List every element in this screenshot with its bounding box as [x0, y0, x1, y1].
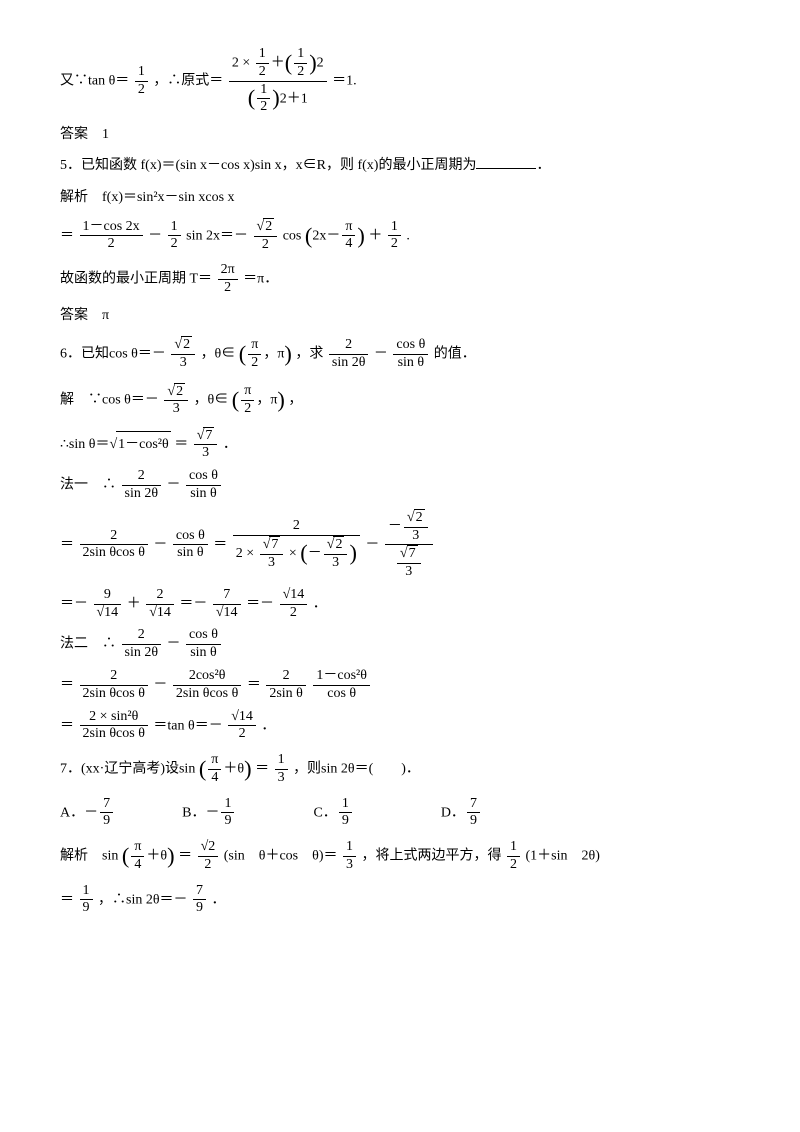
text: ，∴原式＝: [153, 73, 223, 88]
text: 5．已知函数 f(x)＝(sin x－cos x)sin x，x∈R，则 f(x…: [60, 158, 476, 173]
expr-line: ＝ 22sin θcos θ － cos θsin θ ＝ 2 2 × √73 …: [60, 509, 740, 581]
blank-field: [476, 154, 536, 169]
method-2: 法二 ∴ 2sin 2θ － cos θsin θ: [60, 627, 740, 662]
solution-line: 解 ∵cos θ＝－ √23 ，θ∈ π2，π ，: [60, 380, 740, 420]
expr-line: 又∵tan θ＝ 12 ，∴原式＝ 2 × 12＋122 122＋1 ＝1.: [60, 46, 740, 116]
big-frac: 2 × 12＋122 122＋1: [229, 46, 327, 116]
problem-6: 6．已知cos θ＝－ √23 ，θ∈ π2，π ，求 2sin 2θ － co…: [60, 334, 740, 374]
choices: A．－79 B．－19 C．19 D．79: [60, 796, 740, 831]
solution-line: 解析 f(x)＝sin²x－sin xcos x: [60, 185, 740, 210]
solution-line: 解析 sin π4＋θ ＝ √22 (sin θ＋cos θ)＝ 13 ，将上式…: [60, 836, 740, 876]
answer-line: 答案 π: [60, 303, 740, 328]
answer-line: 答案 1: [60, 122, 740, 147]
expr-line: ＝ 2 × sin²θ2sin θcos θ ＝tan θ＝－ √142 ．: [60, 709, 740, 744]
text: ＝1.: [332, 73, 357, 88]
frac: 12: [135, 64, 148, 99]
expr-line: ＝ 22sin θcos θ － 2cos²θ2sin θcos θ ＝ 22s…: [60, 668, 740, 703]
problem-5: 5．已知函数 f(x)＝(sin x－cos x)sin x，x∈R，则 f(x…: [60, 153, 740, 178]
problem-7: 7．(xx·辽宁高考)设sin π4＋θ ＝ 13 ，则sin 2θ＝( )．: [60, 749, 740, 789]
expr-line: ＝ 1－cos 2x2 － 12 sin 2x＝－ √22 cos 2x－π4 …: [60, 216, 740, 256]
method-1: 法一 ∴ 2sin 2θ － cos θsin θ: [60, 468, 740, 503]
text: ．: [536, 158, 550, 173]
expr-line: ＝ 19 ，∴sin 2θ＝－ 79 ．: [60, 883, 740, 918]
expr-line: ＝－ 9√14 ＋ 2√14 ＝－ 7√14 ＝－ √142 ．: [60, 587, 740, 622]
expr-line: 故函数的最小正周期 T＝ 2π2 ＝π．: [60, 262, 740, 297]
text: 又∵tan θ＝: [60, 73, 129, 88]
expr-line: ∴sin θ＝√1－cos²θ ＝ √73 ．: [60, 427, 740, 463]
